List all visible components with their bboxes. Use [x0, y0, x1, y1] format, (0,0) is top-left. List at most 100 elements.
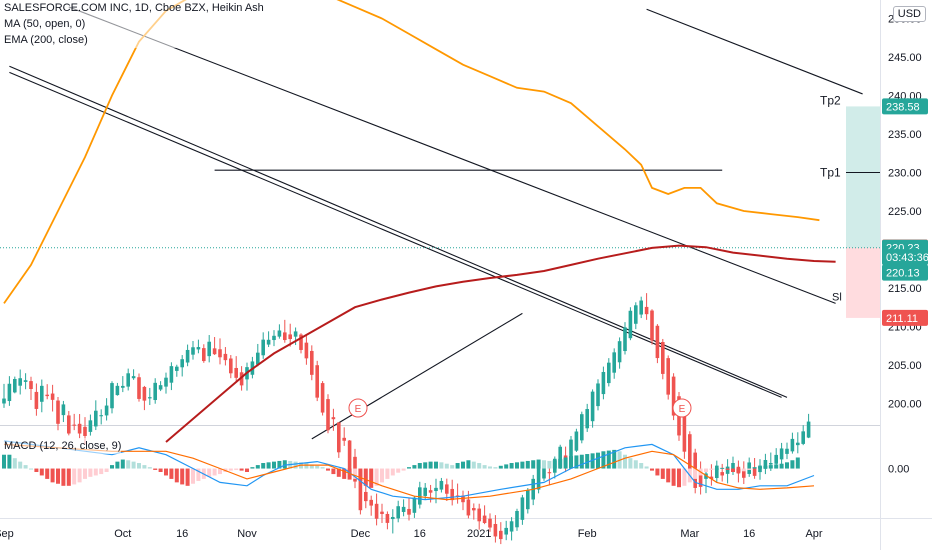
macd-histogram-bar — [12, 458, 17, 469]
macd-histogram-bar — [261, 463, 266, 469]
candle — [104, 398, 109, 421]
candle-body — [23, 380, 28, 382]
candle-body — [234, 367, 238, 378]
macd-histogram-bar — [363, 468, 368, 486]
candle-body — [288, 334, 292, 340]
candle-body — [207, 341, 211, 357]
candle — [229, 355, 233, 379]
candles-layer — [2, 293, 811, 545]
tp2-label: Tp2 — [820, 93, 841, 107]
candle-body — [682, 416, 687, 452]
channel-upper-line — [646, 8, 863, 95]
macd-histogram-bar — [450, 465, 455, 469]
candle — [704, 468, 708, 494]
candle — [536, 466, 541, 494]
candle-body — [347, 440, 352, 472]
macd-histogram-bar — [228, 468, 233, 471]
macd-histogram-bar — [709, 468, 714, 470]
candle-body — [396, 506, 400, 519]
candle — [142, 385, 147, 411]
ema200-line — [165, 244, 836, 443]
macd-histogram-bar — [790, 460, 795, 469]
candle — [601, 366, 606, 400]
macd-signal-line — [3, 443, 815, 501]
candle-body — [590, 391, 595, 422]
candle-body — [56, 400, 60, 424]
macd-histogram-bar — [434, 461, 438, 469]
macd-histogram-bar — [56, 468, 60, 484]
candle-body — [266, 339, 271, 345]
candle-body — [310, 350, 314, 375]
candle — [380, 503, 384, 523]
candle-body — [158, 385, 163, 390]
macd-histogram-bar — [531, 460, 536, 469]
macd-histogram-bar — [401, 468, 406, 471]
legend-symbol-title[interactable]: SALESFORCE.COM INC, 1D, Cboe BZX, Heikin… — [4, 2, 264, 14]
macd-histogram-bar — [677, 468, 681, 488]
price-axis-badge-bg — [882, 309, 928, 326]
tp1-label: Tp1 — [820, 165, 841, 179]
time-tick-label: Dec — [351, 528, 371, 540]
candle-body — [61, 404, 66, 416]
macd-histogram-bar — [304, 463, 309, 469]
candle-body — [515, 510, 519, 528]
candle — [158, 381, 163, 392]
candle — [326, 394, 330, 434]
candle-body — [50, 393, 55, 400]
legend-ma50[interactable]: MA (50, open, 0) — [4, 18, 86, 30]
macd-histogram-bar — [682, 468, 687, 486]
candle — [709, 464, 714, 486]
macd-histogram-bar — [795, 457, 800, 469]
candle — [515, 508, 519, 531]
candle-body — [596, 383, 600, 407]
legend-ema200[interactable]: EMA (200, close) — [4, 34, 88, 46]
candle — [698, 461, 703, 495]
candle — [299, 333, 303, 354]
candle-body — [715, 465, 719, 479]
macd-histogram-bar — [331, 468, 336, 475]
candle — [774, 448, 778, 467]
candle-body — [725, 466, 730, 474]
candle-body — [315, 365, 319, 398]
macd-histogram-bar — [272, 461, 276, 469]
candle — [121, 376, 125, 393]
macd-histogram-bar — [34, 468, 39, 472]
candle — [785, 442, 789, 460]
candle — [23, 373, 28, 390]
candle — [493, 515, 498, 543]
candle-body — [126, 373, 130, 387]
legend-macd[interactable]: MACD (12, 26, close, 9) — [4, 440, 122, 452]
macd-histogram-bar — [407, 467, 411, 469]
candle-body — [644, 306, 649, 315]
time-tick-label: Mar — [680, 528, 699, 540]
candle — [580, 411, 584, 444]
time-tick-label: Sep — [0, 528, 14, 540]
candle-body — [115, 385, 120, 396]
macd-histogram-bar — [585, 454, 590, 469]
macd-histogram-bar — [725, 468, 730, 470]
candle — [310, 345, 314, 381]
candle — [412, 495, 417, 518]
macd-histogram-bar — [628, 458, 633, 469]
time-tick-label: 16 — [743, 528, 755, 540]
candle — [148, 387, 152, 406]
candle — [607, 358, 611, 387]
price-axis-badge-bg — [882, 249, 928, 266]
macd-histogram-bar — [207, 468, 212, 477]
macd-histogram-bar — [358, 468, 363, 481]
candle-body — [650, 310, 654, 341]
macd-histogram-bar — [29, 468, 33, 470]
macd-histogram-bar — [18, 461, 23, 469]
chart-legend: SALESFORCE.COM INC, 1D, Cboe BZX, Heikin… — [4, 0, 264, 48]
candle — [742, 461, 746, 485]
candle — [747, 457, 751, 477]
candle-body — [742, 470, 746, 478]
macd-histogram-bar — [169, 468, 174, 479]
candle-body — [137, 377, 141, 399]
macd-histogram-bar — [185, 468, 190, 486]
candle-body — [164, 377, 168, 387]
candle-body — [326, 399, 330, 431]
macd-histogram-bar — [353, 468, 357, 479]
currency-badge[interactable]: USD — [892, 6, 926, 22]
